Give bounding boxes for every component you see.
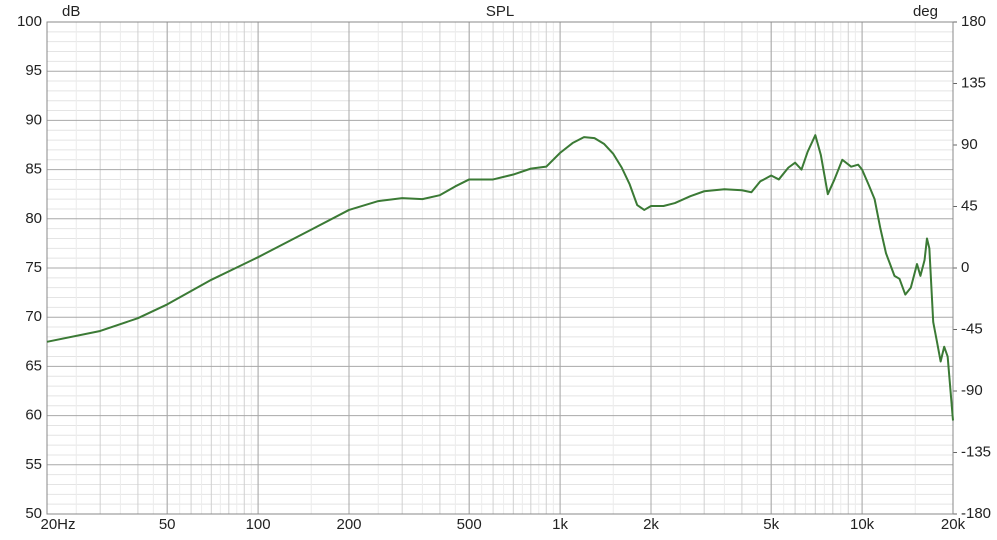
y-tick-label: 90 [25,111,42,128]
y2-tick-label: 135 [961,74,986,91]
x-tick-label: 50 [159,516,176,533]
y2-tick-label: -135 [961,443,991,460]
chart-title: SPL [486,3,514,20]
y2-tick-label: -90 [961,382,983,399]
y-tick-label: 55 [25,456,42,473]
x-tick-label: 20k [941,516,966,533]
y-tick-label: 75 [25,259,42,276]
x-tick-label: 100 [246,516,271,533]
y-tick-label: 85 [25,161,42,178]
y2-tick-label: 45 [961,197,978,214]
x-tick-label: 200 [336,516,361,533]
y2-tick-label: 90 [961,136,978,153]
plot-frame [46,21,954,515]
y-tick-label: 65 [25,357,42,374]
y-axis-label: dB [62,3,80,20]
y2-tick-label: -45 [961,320,983,337]
spl-line [46,134,954,421]
y-tick-label: 70 [25,308,42,325]
x-tick-label: 5k [763,516,779,533]
y-tick-label: 60 [25,407,42,424]
x-tick-label: 500 [457,516,482,533]
x-tick-label: 20Hz [40,516,75,533]
y2-axis-label: deg [913,3,938,20]
y2-tick-label: 180 [961,13,986,30]
y-tick-label: 50 [25,505,42,522]
x-tick-label: 2k [643,516,659,533]
x-tick-label: 1k [552,516,568,533]
y2-tick-label: -180 [961,505,991,522]
y-tick-label: 80 [25,210,42,227]
y2-tick-label: 0 [961,259,969,276]
x-tick-label: 10k [850,516,875,533]
y-tick-label: 100 [17,13,42,30]
y-tick-label: 95 [25,62,42,79]
